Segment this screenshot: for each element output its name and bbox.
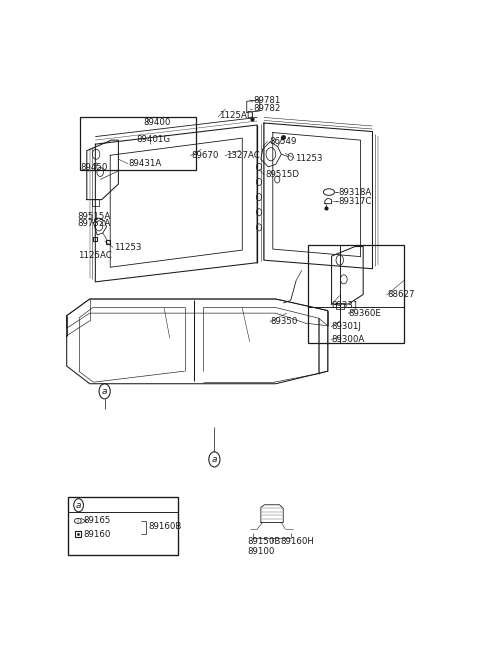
- Text: 89670: 89670: [191, 151, 218, 160]
- Text: 86549: 86549: [269, 137, 297, 145]
- Text: 11253: 11253: [295, 154, 323, 163]
- Text: 1125AD: 1125AD: [219, 111, 253, 120]
- Text: 11253: 11253: [114, 243, 142, 252]
- Text: 89300A: 89300A: [332, 335, 365, 344]
- Text: 1125AC: 1125AC: [78, 251, 112, 260]
- Text: 89431A: 89431A: [129, 159, 162, 168]
- Text: 89360E: 89360E: [348, 309, 382, 318]
- Text: 89350: 89350: [270, 317, 298, 326]
- Text: 89781: 89781: [253, 96, 281, 105]
- Text: 89400: 89400: [144, 119, 171, 128]
- Text: 89301J: 89301J: [332, 322, 361, 331]
- Text: 89317C: 89317C: [338, 196, 372, 206]
- Text: 89401G: 89401G: [136, 135, 170, 144]
- Text: 89318A: 89318A: [338, 187, 372, 196]
- Text: 89160H: 89160H: [281, 537, 314, 546]
- Text: a: a: [76, 501, 81, 510]
- Text: 89752A: 89752A: [78, 219, 111, 229]
- Text: 89450: 89450: [81, 163, 108, 172]
- Text: 89515A: 89515A: [78, 212, 111, 221]
- Text: a: a: [102, 387, 108, 396]
- Text: 89160: 89160: [83, 529, 110, 538]
- Text: 88627: 88627: [387, 290, 415, 299]
- Text: a: a: [212, 455, 217, 464]
- Text: 89160B: 89160B: [148, 523, 181, 531]
- Text: 89331: 89331: [332, 301, 359, 310]
- Text: 89782: 89782: [253, 104, 281, 113]
- Text: 89165: 89165: [83, 516, 110, 525]
- Text: 89100: 89100: [248, 547, 275, 555]
- Text: 1327AC: 1327AC: [226, 151, 259, 160]
- Text: 89515D: 89515D: [265, 170, 299, 179]
- Text: 89150B: 89150B: [248, 537, 281, 546]
